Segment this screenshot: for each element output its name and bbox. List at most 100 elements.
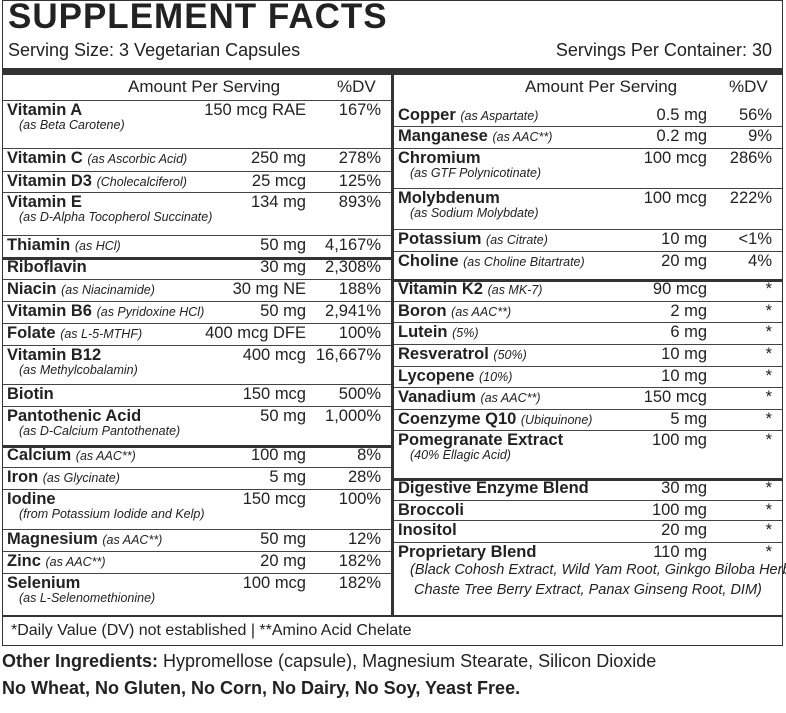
nutrient-source-line: (from Potassium Iodide and Kelp) — [19, 507, 205, 521]
daily-value: * — [765, 521, 772, 539]
nutrient-source-line: (40% Ellagic Acid) — [410, 448, 511, 462]
row-divider — [394, 500, 782, 501]
daily-value: 56% — [738, 106, 772, 124]
row-divider — [394, 148, 782, 149]
nutrient-name: Vitamin D3 (Cholecalciferol) — [7, 172, 187, 191]
nutrient-row: Inositol 20 mg * — [394, 520, 782, 542]
other-ingredients: Other Ingredients: Hypromellose (capsule… — [2, 651, 656, 672]
amount-per-serving: 10 mg — [661, 345, 707, 363]
nutrient-name: Vanadium (as AAC**) — [398, 388, 541, 407]
nutrient-source: (as L-5-MTHF) — [60, 327, 143, 341]
nutrient-source: (as Glycinate) — [42, 471, 120, 485]
amount-per-serving: 20 mg — [661, 521, 707, 539]
nutrient-name: Vitamin B6 (as Pyridoxine HCl) — [7, 302, 204, 321]
daily-value: 2,941% — [325, 302, 381, 320]
amount-per-serving: 5 mg — [269, 468, 306, 486]
nutrient-source-line: (as Methylcobalamin) — [19, 363, 138, 377]
nutrient-row: Vitamin D3 (Cholecalciferol) 25 mcg 125% — [3, 171, 391, 192]
nutrient-name-text: Magnesium — [7, 530, 98, 548]
nutrient-name-text: Iodine — [7, 490, 56, 508]
nutrient-source-line: (as Beta Carotene) — [19, 118, 125, 132]
nutrient-row: Vitamin E (as D-Alpha Tocopherol Succinat… — [3, 192, 391, 235]
row-divider — [394, 387, 782, 388]
nutrient-source-line: (as L-Selenomethionine) — [19, 591, 156, 605]
nutrient-source: (as HCl) — [74, 239, 121, 253]
nutrient-name-text: Broccoli — [398, 501, 465, 519]
nutrient-source: (10%) — [479, 370, 513, 384]
nutrient-source: (as AAC**) — [492, 130, 553, 144]
nutrient-row: Choline (as Choline Bitartrate) 20 mg 4% — [394, 251, 782, 274]
nutrient-name-text: Vitamin D3 — [7, 172, 92, 190]
left-amount-header: Amount Per Serving — [128, 77, 281, 96]
nutrient-name: Vitamin C (as Ascorbic Acid) — [7, 149, 187, 168]
nutrient-name: Iron (as Glycinate) — [7, 468, 120, 487]
amount-per-serving: 30 mg NE — [232, 280, 306, 298]
other-ingredients-text: Hypromellose (capsule), Magnesium Steara… — [158, 651, 657, 671]
serving-size: Serving Size: 3 Vegetarian Capsules — [8, 40, 301, 60]
nutrient-row: Niacin (as Niacinamide) 30 mg NE 188% — [3, 279, 391, 301]
nutrient-name-text: Vitamin B12 — [7, 346, 102, 364]
nutrient-name: Riboflavin — [7, 258, 87, 277]
nutrient-source: (as Pyridoxine HCl) — [96, 305, 205, 319]
amount-per-serving: 400 mcg — [242, 346, 306, 364]
row-divider — [3, 529, 391, 530]
amount-per-serving: 10 mg — [661, 230, 707, 248]
nutrient-name-text: Copper — [398, 106, 456, 124]
amount-per-serving: 2 mg — [670, 302, 707, 320]
nutrient-name: Coenzyme Q10 (Ubiquinone) — [398, 410, 592, 429]
right-amount-header: Amount Per Serving — [525, 77, 678, 96]
nutrient-name: Thiamin (as HCl) — [7, 236, 121, 255]
nutrient-name-text: Zinc — [7, 552, 41, 570]
daily-value: 188% — [338, 280, 381, 298]
row-divider — [394, 126, 782, 127]
nutrient-source: (as AAC**) — [480, 391, 541, 405]
nutrient-row: Vitamin K2 (as MK-7) 90 mcg * — [394, 279, 782, 301]
amount-per-serving: 50 mg — [260, 236, 306, 254]
amount-per-serving: 100 mcg — [643, 149, 707, 167]
amount-per-serving: 50 mg — [260, 407, 306, 425]
nutrient-name: Vitamin E — [7, 193, 82, 212]
nutrient-row: Resveratrol (50%) 10 mg * — [394, 344, 782, 366]
right-dv-header: %DV — [729, 77, 768, 96]
amount-per-serving: 100 mcg — [242, 574, 306, 592]
amount-per-serving: 25 mcg — [251, 172, 306, 190]
row-divider — [3, 345, 391, 346]
nutrient-name: Choline (as Choline Bitartrate) — [398, 252, 585, 271]
daily-value: 9% — [748, 127, 772, 145]
nutrient-name: Iodine — [7, 490, 56, 509]
row-divider — [3, 489, 391, 490]
nutrient-source: (as Niacinamide) — [61, 283, 155, 297]
row-divider — [394, 251, 782, 252]
row-divider — [394, 542, 782, 543]
nutrient-source: (as AAC**) — [75, 449, 136, 463]
column-divider — [391, 68, 394, 615]
daily-value: 100% — [338, 324, 381, 342]
amount-per-serving: 5 mg — [670, 410, 707, 428]
nutrient-row: Zinc (as AAC**) 20 mg 182% — [3, 551, 391, 573]
row-divider — [394, 279, 782, 282]
row-divider — [3, 573, 391, 574]
daily-value: <1% — [738, 230, 772, 248]
daily-value: 182% — [338, 574, 381, 592]
nutrient-name: Pantothenic Acid — [7, 407, 141, 426]
amount-per-serving: 100 mg — [651, 501, 707, 519]
daily-value: 893% — [338, 193, 381, 211]
nutrient-source: (as Citrate) — [486, 233, 548, 247]
amount-per-serving: 150 mcg — [643, 388, 707, 406]
nutrient-source: (as AAC**) — [45, 555, 106, 569]
row-divider — [394, 478, 782, 481]
nutrient-name-text: Calcium — [7, 446, 72, 464]
nutrient-row: Vitamin A (as Beta Carotene) 150 mcg RAE 16… — [3, 100, 391, 148]
nutrient-row: Folate (as L-5-MTHF) 400 mcg DFE 100% — [3, 323, 391, 345]
daily-value: 222% — [729, 189, 772, 207]
amount-per-serving: 10 mg — [661, 367, 707, 385]
other-ingredients-label: Other Ingredients: — [2, 651, 159, 671]
left-nutrient-column: Vitamin A (as Beta Carotene) 150 mcg RAE 16… — [3, 100, 391, 615]
nutrient-name-text: Folate — [7, 324, 56, 342]
nutrient-name-text: Chromium — [398, 149, 481, 167]
row-divider — [3, 257, 391, 260]
nutrient-name-text: Vitamin B6 — [7, 302, 92, 320]
nutrient-name: Vitamin K2 (as MK-7) — [398, 280, 542, 299]
nutrient-name-text: Riboflavin — [7, 258, 87, 276]
nutrient-row: Lutein (5%) 6 mg * — [394, 322, 782, 344]
